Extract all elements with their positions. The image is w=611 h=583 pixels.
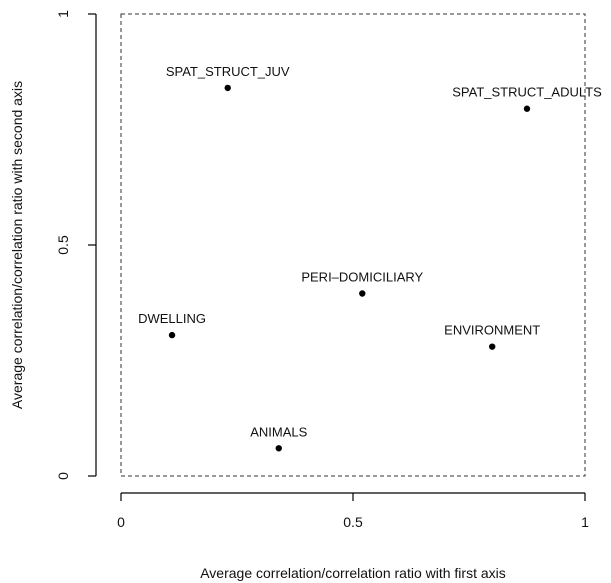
data-point-label: ANIMALS (250, 424, 307, 439)
y-tick-label: 0 (55, 472, 71, 480)
data-point (523, 105, 531, 112)
y-tick-label: 0.5 (55, 235, 71, 255)
y-axis-ticks: 00.51 (55, 10, 96, 480)
x-axis-title: Average correlation/correlation ratio wi… (200, 565, 506, 581)
data-points: SPAT_STRUCT_JUV SPAT_STRUCT_ADULTS PERI–DO… (138, 64, 602, 452)
data-point (168, 331, 176, 339)
x-axis-ticks: 0 0.5 1 (117, 493, 589, 530)
data-point-label: ENVIRONMENT (444, 323, 540, 338)
x-tick-label: 0 (117, 514, 125, 530)
data-point (359, 290, 366, 297)
data-point (224, 84, 231, 92)
x-tick-label: 1 (581, 514, 589, 530)
data-point (489, 343, 496, 350)
data-point-label: DWELLING (138, 311, 206, 326)
data-point-label: SPAT_STRUCT_JUV (166, 64, 290, 79)
y-tick-label: 1 (55, 10, 71, 18)
x-tick-label: 0.5 (343, 514, 363, 530)
y-axis-title: Average correlation/correlation ratio wi… (9, 81, 25, 409)
data-point-label: PERI–DOMICILIARY (301, 270, 423, 285)
data-point (275, 445, 282, 452)
plot-frame (120, 13, 586, 477)
data-point-label: SPAT_STRUCT_ADULTS (452, 85, 602, 100)
